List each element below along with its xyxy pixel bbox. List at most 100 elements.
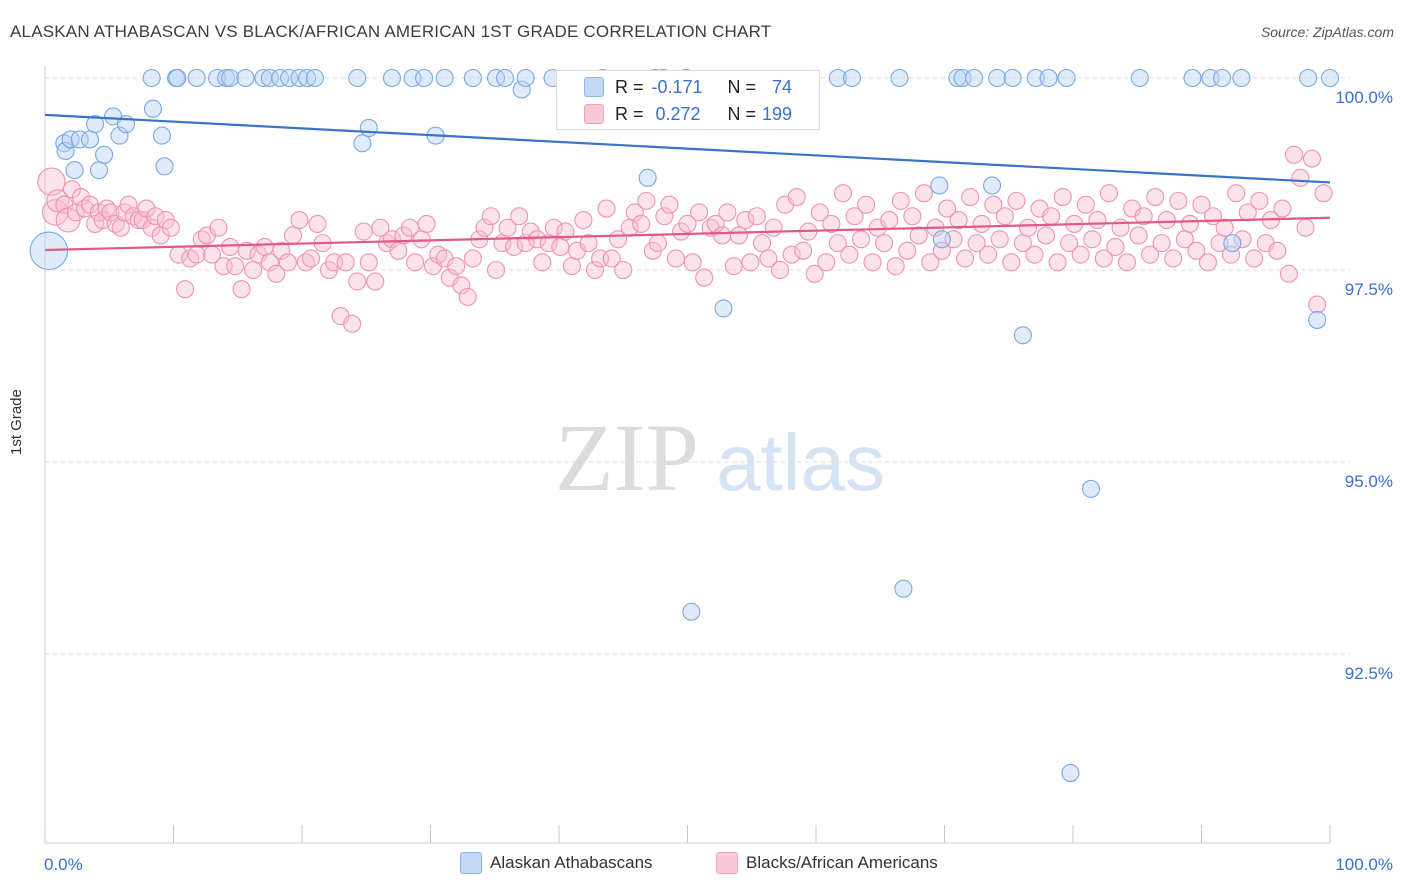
blue-point-52 [828,68,847,88]
y-tick-label-3: 92.5% [1345,664,1393,683]
y-axis-label: 1st Grade [8,389,25,455]
pink-point-27 [161,218,180,237]
pink-point-187 [1088,211,1107,230]
stats-row-blue: R = -0.171 N = 74 [615,74,792,100]
pink-point-176 [1025,245,1044,264]
pink-point-82 [481,207,500,226]
pink-point-102 [597,199,616,218]
pink-point-124 [724,257,743,276]
pink-point-117 [683,253,702,272]
pink-point-201 [1169,191,1188,210]
pink-point-87 [510,207,529,226]
pink-point-115 [672,222,691,241]
legend-item-blue: Alaskan Athabascans [460,852,653,874]
pink-point-47 [278,253,297,272]
blue-point-77 [1308,310,1327,329]
pink-point-129 [752,234,772,253]
pink-point-100 [585,260,605,280]
blue-point-31 [348,68,367,88]
pink-point-83 [486,260,506,280]
pink-point-46 [272,241,291,260]
stats-row-pink: R = 0.272 N = 199 [615,101,792,127]
pink-point-171 [995,207,1014,226]
blue-point-28 [290,68,309,88]
pink-point-111 [648,234,667,253]
pink-point-51 [301,249,321,268]
x-tick-label-left: 0.0% [44,855,83,874]
pink-point-59 [348,272,367,291]
pink-point-37 [220,237,240,257]
x-tick-label-right: 100.0% [1335,855,1393,874]
pink-point-199 [1157,211,1176,230]
blue-point-29 [298,68,317,88]
blue-point-18 [168,68,187,88]
pink-point-152 [886,257,905,276]
pink-point-112 [655,207,674,226]
pink-point-91 [533,253,552,272]
pink-point-63 [371,218,390,237]
pink-point-175 [1018,218,1038,237]
pink-point-62 [366,272,385,291]
blue-point-69 [1081,479,1101,498]
pink-point-140 [817,253,836,272]
pink-point-96 [562,257,581,276]
chart-title: ALASKAN ATHABASCAN VS BLACK/AFRICAN AMER… [10,22,772,41]
pink-point-113 [660,195,679,214]
blue-point-33 [359,118,378,137]
pink-point-153 [891,191,910,210]
blue-point-66 [1039,68,1058,88]
pink-point-122 [713,226,732,245]
pink-point-155 [903,207,922,226]
pink-point-182 [1060,234,1079,253]
blue-point-56 [930,176,949,195]
pink-point-31 [187,245,206,264]
blue-point-70 [1130,68,1149,88]
y-tick-label-0: 100.0% [1335,88,1393,107]
pink-point-173 [1007,191,1026,210]
blue-point-41 [495,68,515,88]
pink-point-114 [666,249,685,268]
pink-point-219 [1273,199,1292,218]
pink-point-41 [244,260,263,280]
pink-point-144 [840,245,859,264]
pink-point-134 [782,245,801,264]
stats-blue-n-label: N = [727,76,757,97]
pink-point-127 [741,253,760,272]
pink-point-136 [794,241,813,260]
blue-point-34 [382,68,402,88]
pink-point-222 [1291,168,1310,187]
blue-point-39 [463,68,482,88]
pink-point-131 [764,218,783,237]
pink-point-195 [1134,207,1153,226]
pink-point-18 [119,195,138,214]
blue-point-76 [1299,68,1318,88]
pink-point-119 [695,268,714,287]
pink-point-78 [458,287,477,306]
blue-point-6 [80,130,100,149]
pink-point-164 [956,249,975,268]
pink-point-39 [232,280,251,299]
pink-point-180 [1048,253,1067,272]
pink-point-89 [521,222,540,241]
pink-point-116 [678,214,697,233]
blue-point-32 [353,134,372,153]
stats-swatch-blue [584,77,604,97]
pink-point-85 [498,218,517,237]
pink-point-2 [46,189,70,213]
pink-point-94 [551,237,570,257]
pink-point-209 [1215,218,1234,237]
pink-point-224 [1302,149,1322,168]
pink-point-130 [759,249,778,268]
pink-point-98 [574,211,593,230]
blue-point-2 [56,141,75,161]
pink-point-205 [1192,195,1211,214]
stats-blue-n: 74 [772,76,793,97]
blue-point-65 [1026,68,1045,88]
pink-point-0 [37,167,66,196]
pink-point-189 [1099,184,1119,203]
pink-point-109 [637,191,656,210]
pink-point-178 [1036,226,1056,245]
pink-point-190 [1106,237,1125,257]
pink-point-206 [1198,253,1217,272]
blue-point-78 [1320,68,1340,88]
